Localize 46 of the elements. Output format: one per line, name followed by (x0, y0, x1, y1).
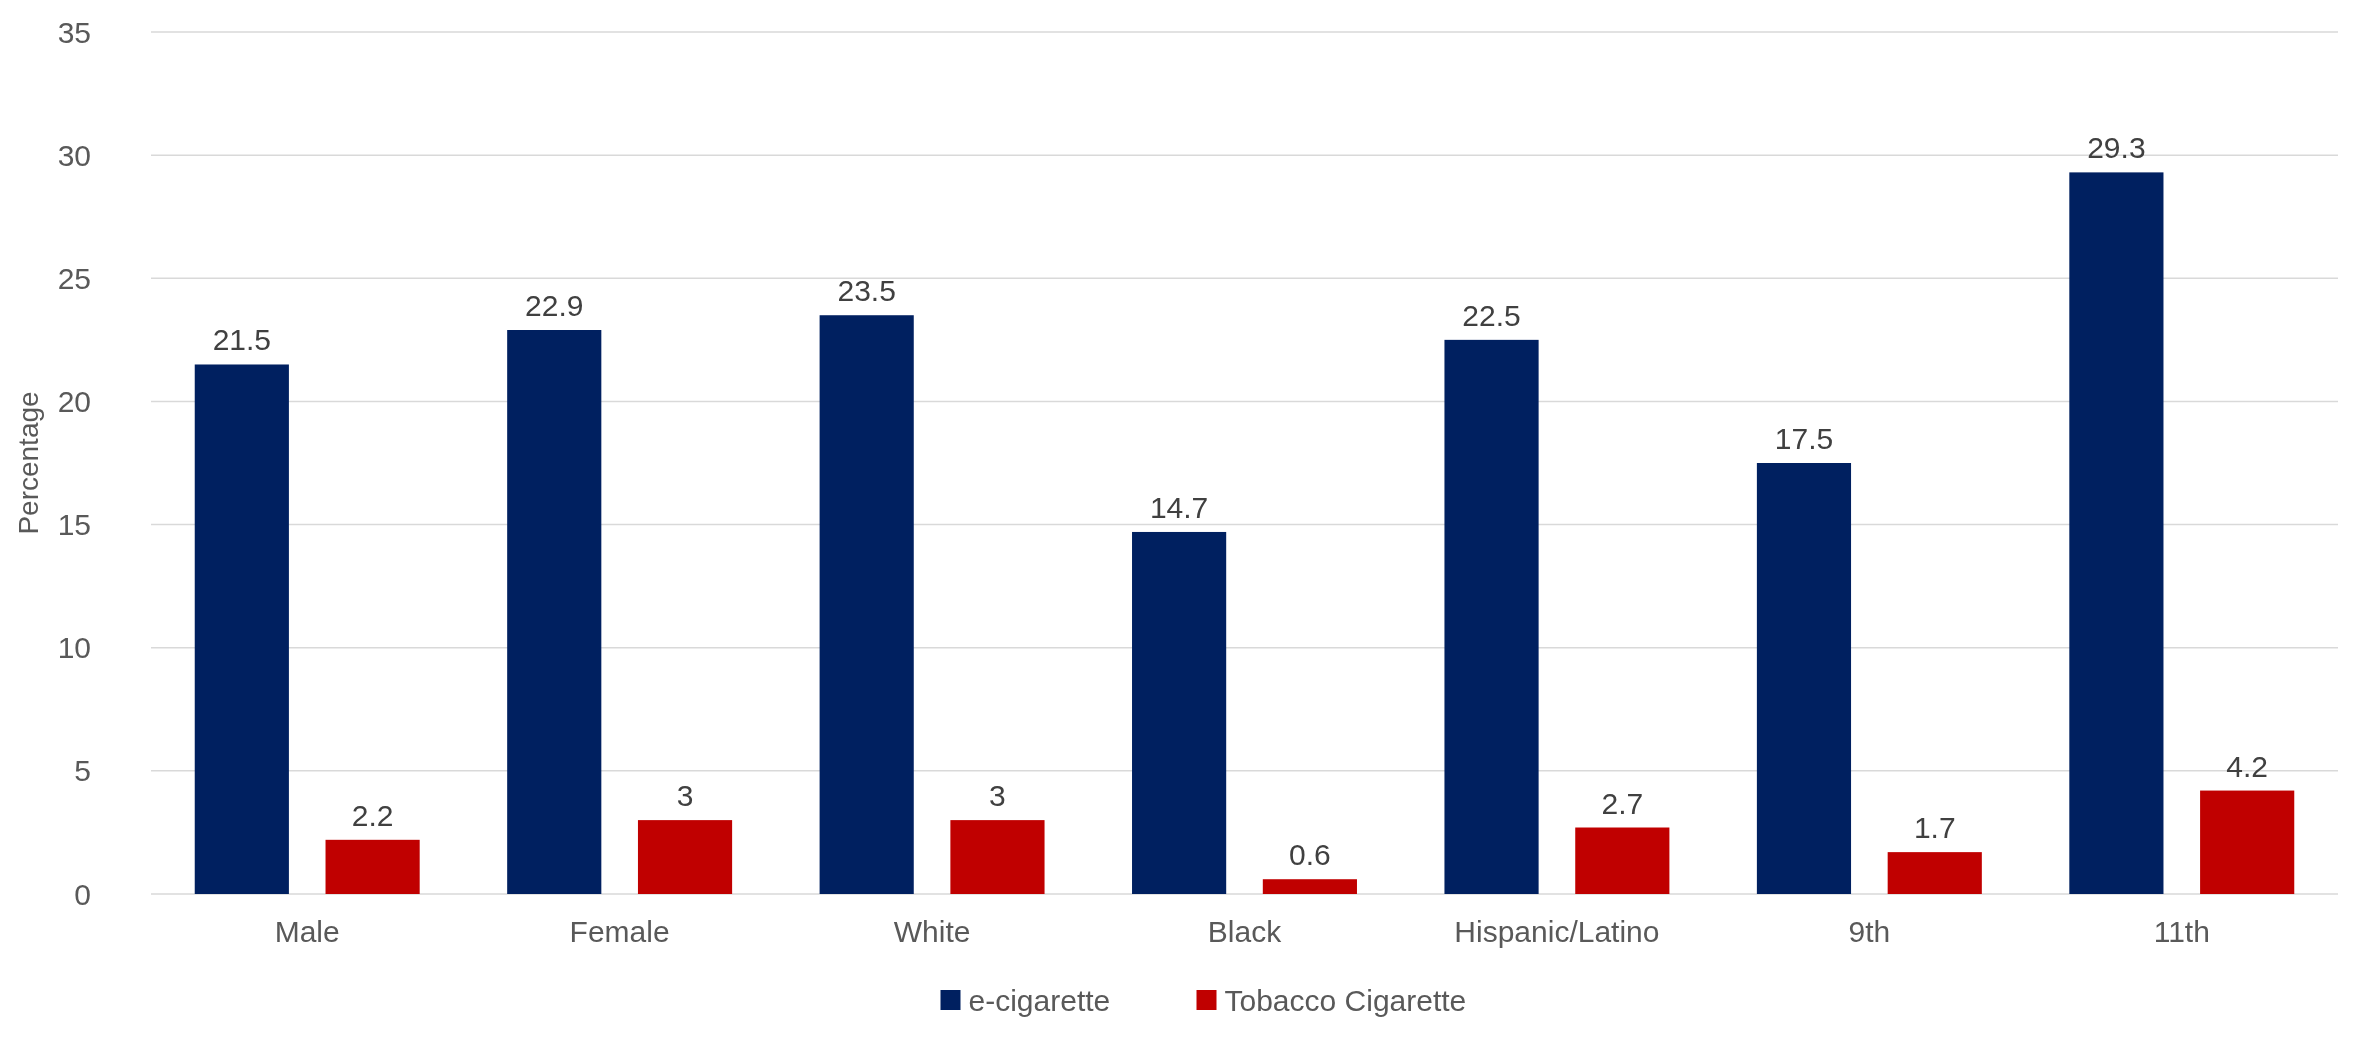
data-label: 2.2 (351, 798, 394, 832)
y-tick-label: 0 (74, 877, 91, 911)
bar (819, 315, 914, 894)
y-tick-label: 30 (57, 138, 91, 172)
y-tick-label: 35 (57, 15, 91, 49)
legend-label: e-cigarette (968, 983, 1111, 1017)
data-label: 0.6 (1289, 838, 1331, 872)
y-tick-label: 5 (74, 754, 91, 788)
data-label: 3 (676, 779, 694, 813)
x-tick-label: Male (274, 915, 340, 948)
x-tick-label: Hispanic/Latino (1454, 915, 1660, 948)
bar (2200, 790, 2295, 894)
y-axis-title: Percentage (13, 391, 44, 535)
bar (1887, 852, 1982, 894)
y-tick-label: 10 (57, 631, 91, 665)
bar (507, 330, 602, 894)
x-tick-label: White (893, 915, 971, 948)
y-tick-label: 15 (57, 508, 91, 542)
data-label: 29.3 (2087, 131, 2146, 165)
bar (194, 364, 289, 894)
data-label: 22.9 (525, 289, 584, 323)
bar (1132, 531, 1227, 894)
data-label: 1.7 (1913, 811, 1956, 845)
data-label: 17.5 (1774, 422, 1834, 455)
data-label: 23.5 (837, 274, 896, 308)
bar (1756, 463, 1852, 894)
bar (1575, 827, 1670, 894)
data-label: 2.7 (1601, 786, 1644, 820)
legend-label: Tobacco Cigarette (1224, 983, 1467, 1017)
data-label: 4.2 (2226, 749, 2269, 783)
y-tick-label: 25 (57, 261, 91, 295)
bar (325, 839, 420, 894)
bar (950, 820, 1045, 894)
bar (1444, 339, 1539, 894)
x-tick-label: Black (1207, 915, 1283, 948)
bar (637, 820, 733, 894)
x-tick-label: 9th (1848, 915, 1891, 948)
bar (1262, 879, 1357, 894)
data-label: 3 (989, 779, 1006, 813)
x-tick-label: Female (569, 915, 670, 948)
data-label: 22.5 (1462, 298, 1521, 332)
bar (2069, 172, 2164, 894)
data-label: 21.5 (212, 323, 272, 357)
y-tick-label: 20 (57, 384, 91, 418)
data-label: 14.7 (1149, 490, 1209, 524)
x-tick-label: 11th (2153, 915, 2210, 948)
